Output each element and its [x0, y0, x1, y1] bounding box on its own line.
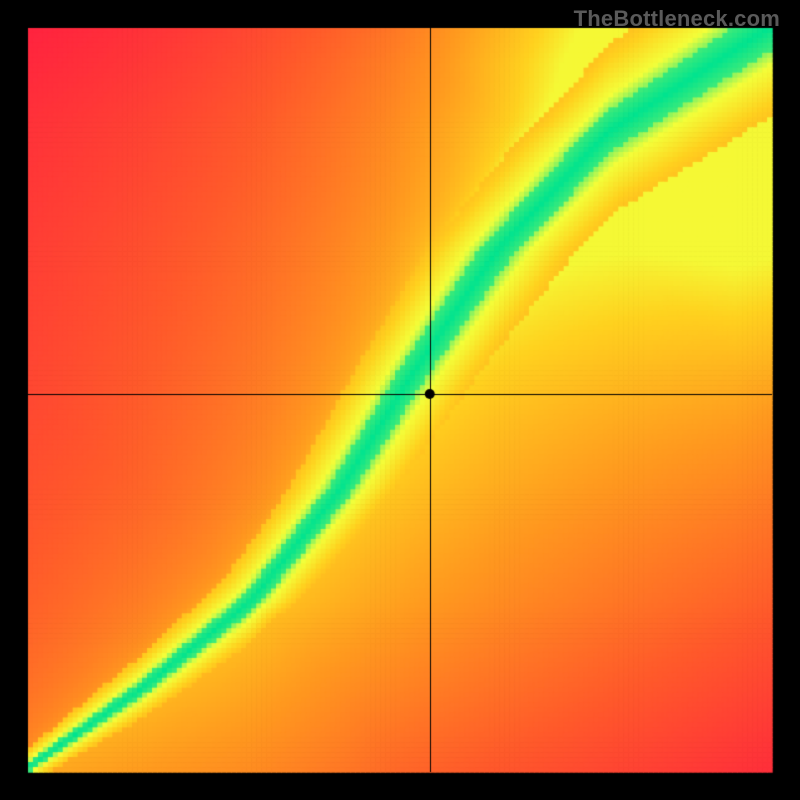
chart-frame: TheBottleneck.com { "watermark": { "text… [0, 0, 800, 800]
bottleneck-heatmap [0, 0, 800, 800]
watermark-text: TheBottleneck.com [574, 6, 780, 32]
